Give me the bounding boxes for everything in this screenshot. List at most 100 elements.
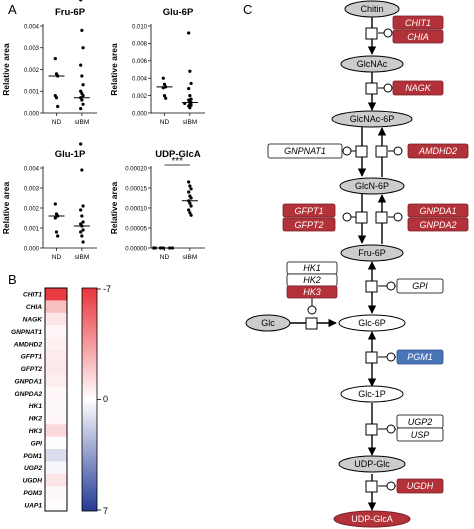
data-point [79, 208, 83, 212]
metabolite-label: UDP-GlcA [351, 514, 393, 524]
enzyme-label: UGP2 [408, 417, 433, 427]
enzyme-gnpda1: GNPDA1 [407, 203, 469, 218]
data-point [79, 230, 83, 234]
heatmap-cell [45, 473, 67, 487]
gene-label: CHIA [26, 304, 42, 311]
data-point [161, 76, 165, 80]
heatmap-cell [45, 325, 67, 338]
data-point [81, 83, 85, 87]
enzyme-label: UGDH [407, 481, 434, 491]
heatmap-cell [45, 411, 67, 425]
data-point [189, 187, 193, 191]
heatmap-cell [45, 498, 67, 512]
x-tick-label: ND [52, 119, 62, 126]
y-tick-label: 0.003 [24, 186, 40, 192]
gene-label: CHIT1 [23, 292, 42, 299]
data-point [53, 216, 57, 220]
metabolite-label: Fru-6P [358, 248, 386, 258]
catalysis-circle [383, 28, 393, 38]
enzyme-gpi: GPI [396, 278, 444, 294]
data-point [188, 201, 192, 205]
scatter-plot: Glu-1P Relative area 0.004 0.003 0.002 0.001 0… [1, 142, 97, 261]
y-tick-label: 0.006 [132, 59, 148, 65]
enzyme-hk2: HK2 [286, 273, 338, 287]
data-point [56, 104, 60, 109]
data-point [187, 87, 191, 91]
data-point [189, 196, 193, 200]
panel-a-scatter-plots: Fru-6P Relative area 0.004 0.003 0.002 0.001 0… [1, 0, 205, 261]
y-tick-label: 0.000 [24, 246, 40, 252]
heatmap-cell [45, 300, 67, 314]
enzyme-ugdh: UGDH [396, 478, 444, 494]
heatmap-cell [45, 337, 67, 351]
heatmap-cell [45, 312, 67, 326]
y-axis-label: Relative area [109, 43, 119, 96]
metabolite-fru6p: Fru-6P [340, 244, 404, 262]
y-tick-label: 0.00015 [125, 186, 147, 192]
data-point [80, 214, 84, 218]
plot-title: UDP-GlcA [155, 149, 201, 160]
reaction-square [365, 423, 378, 436]
enzyme-ugp2: UGP2 [396, 414, 444, 429]
enzyme-label: USP [411, 430, 430, 440]
x-tick-label: ND [52, 254, 62, 261]
data-point [187, 208, 191, 212]
y-tick-label: 0.003 [24, 46, 40, 52]
enzyme-hk1: HK1 [286, 261, 338, 275]
reaction-square [355, 145, 368, 158]
heatmap-cell [45, 424, 67, 437]
metabolite-label: GlcNAc-6P [350, 114, 395, 124]
data-point [187, 180, 191, 184]
enzyme-chia: CHIA [392, 29, 444, 44]
y-tick-label: 0.004 [132, 77, 148, 83]
gene-label: UGP2 [24, 465, 42, 472]
reaction-square [375, 211, 388, 224]
gene-label: GNPDA1 [15, 378, 43, 385]
metabolite-glc: Glc [245, 314, 291, 332]
enzyme-label: PGM1 [407, 352, 433, 362]
enzyme-nagk: NAGK [392, 80, 444, 96]
enzyme-gfpt1: GFPT1 [282, 203, 336, 218]
color-scale-bar [81, 287, 98, 512]
heatmap-frame [44, 287, 68, 512]
metabolite-udpglca: UDP-GlcA [333, 510, 411, 528]
enzyme-label: AMDHD2 [418, 146, 457, 156]
scatter-plot: Glu-6P Relative area 0.010 0.008 0.006 0.004 0… [109, 7, 205, 126]
data-point [189, 213, 193, 217]
catalysis-circle [393, 146, 403, 156]
data-point [187, 31, 191, 35]
reaction-square [305, 317, 318, 330]
enzyme-chit1: CHIT1 [392, 15, 444, 30]
metabolite-label: Glc [261, 318, 275, 328]
y-tick-label: 0.00010 [125, 206, 147, 212]
reaction-square [365, 351, 378, 364]
gene-label: UAP1 [24, 502, 42, 509]
enzyme-label: HK1 [303, 263, 321, 273]
data-point [79, 63, 83, 67]
gene-label: AMDHD2 [13, 341, 43, 348]
catalysis-circle [386, 352, 396, 362]
data-point [81, 94, 85, 98]
enzyme-label: CHIA [407, 32, 429, 42]
metabolite-label: UDP-Glc [354, 459, 390, 469]
data-point [81, 204, 85, 208]
catalysis-circle [342, 146, 352, 156]
x-tick-label: sIBM [182, 119, 197, 126]
data-point [80, 98, 84, 102]
enzyme-label: GPI [412, 281, 428, 291]
data-point [188, 69, 192, 73]
x-tick-label: sIBM [74, 119, 89, 126]
data-point [79, 142, 83, 146]
x-tick-label: ND [160, 254, 170, 261]
data-point [162, 94, 167, 98]
heatmap-cell [45, 436, 67, 450]
data-point [79, 107, 83, 111]
enzyme-label: HK2 [303, 275, 321, 285]
data-point [53, 57, 57, 61]
x-tick-label: ND [160, 119, 170, 126]
reaction-square [365, 480, 378, 493]
enzyme-label: GFPT2 [294, 220, 323, 230]
metabolite-label: Glc-1P [358, 389, 386, 399]
panel-b-heatmap: -7 0 7 CHIT1 CHIA NAGK GNPNAT1 AMDHD2 GFPT1 GF… [11, 284, 111, 516]
enzyme-gfpt2: GFPT2 [282, 217, 336, 232]
